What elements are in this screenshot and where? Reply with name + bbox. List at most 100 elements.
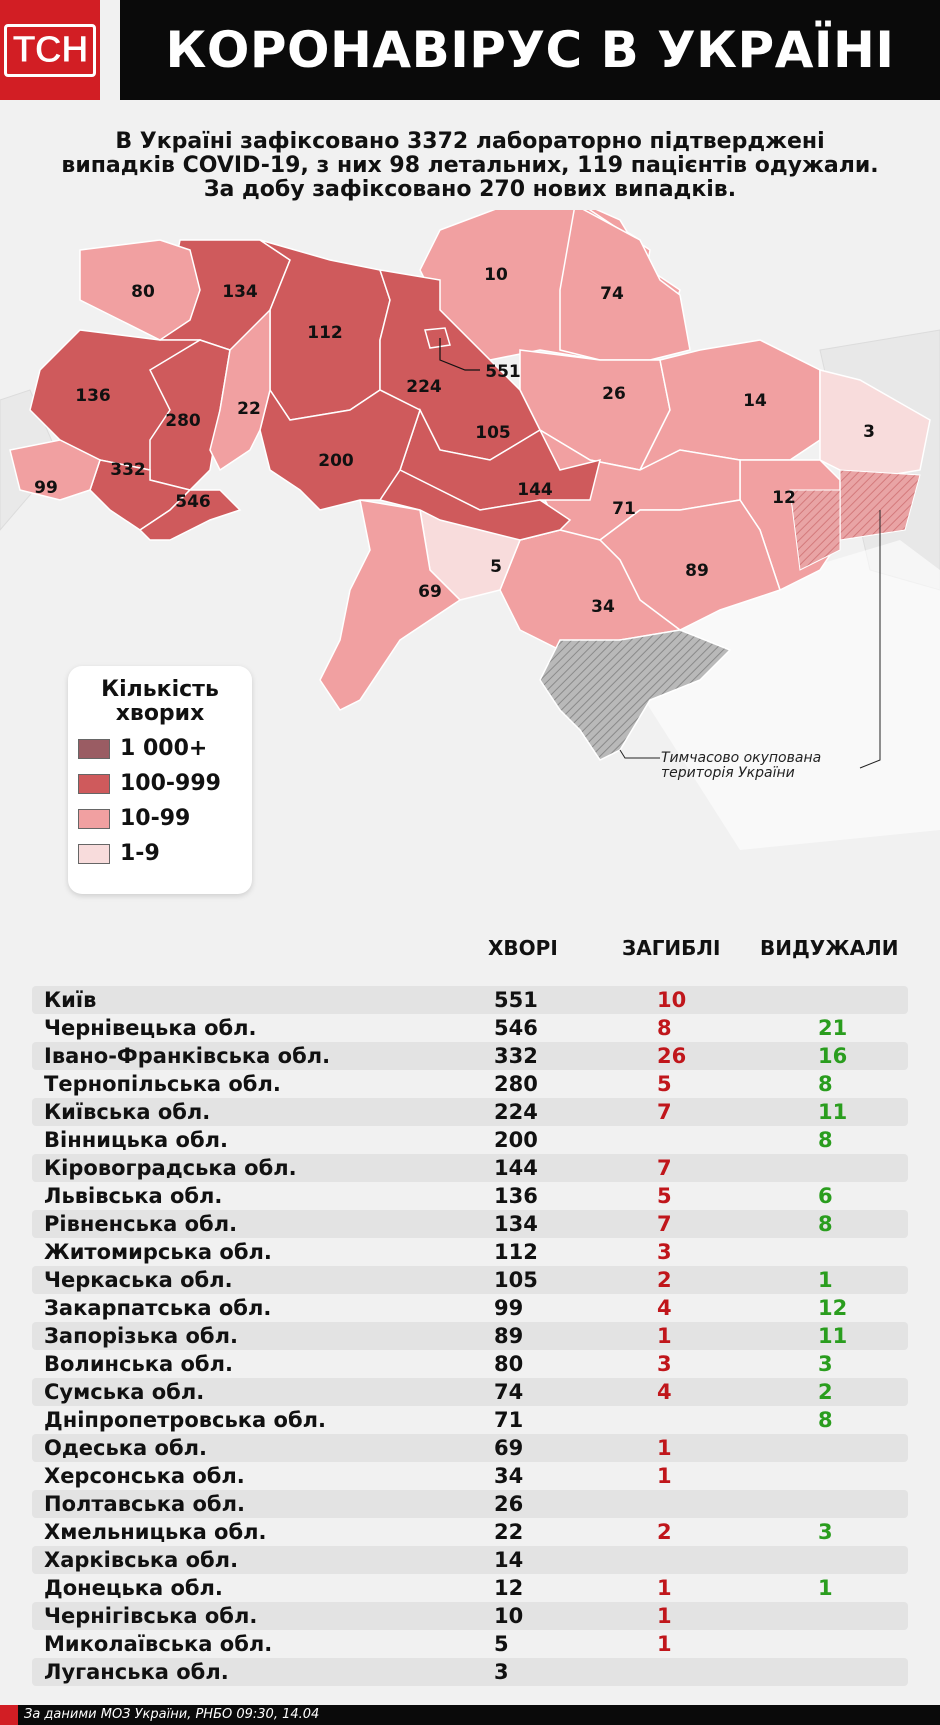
table-row: Луганська обл. 3 bbox=[32, 1658, 908, 1686]
recovered-count: 8 bbox=[818, 1408, 833, 1432]
summary-line-2: випадків COVID-19, з них 98 летальних, 1… bbox=[61, 153, 879, 178]
table-row: Закарпатська обл. 99 4 12 bbox=[32, 1294, 908, 1322]
recovered-count: 16 bbox=[818, 1044, 848, 1068]
legend-swatch bbox=[78, 773, 110, 794]
map-svg: 80 134 112 10 74 551 136 280 22 224 26 1… bbox=[0, 199, 940, 850]
dead-count: 26 bbox=[657, 1044, 687, 1068]
dead-count: 7 bbox=[657, 1212, 672, 1236]
region-name: Кіровоградська обл. bbox=[44, 1156, 297, 1180]
region-name: Івано-Франківська обл. bbox=[44, 1044, 331, 1068]
table-row: Миколаївська обл. 5 1 bbox=[32, 1630, 908, 1658]
sick-count: 71 bbox=[494, 1408, 524, 1432]
table-row: Запорізька обл. 89 1 11 bbox=[32, 1322, 908, 1350]
region-name: Одеська обл. bbox=[44, 1436, 207, 1460]
region-kyiv-city bbox=[424, 327, 451, 349]
dead-count: 3 bbox=[657, 1240, 672, 1264]
table-row: Чернівецька обл. 546 8 21 bbox=[32, 1014, 908, 1042]
dead-count: 1 bbox=[657, 1436, 672, 1460]
recovered-count: 11 bbox=[818, 1100, 848, 1124]
map-label-khmelnytskyi: 22 bbox=[237, 399, 261, 419]
map-label-lviv: 136 bbox=[75, 386, 111, 406]
dead-count: 1 bbox=[657, 1604, 672, 1628]
logo-frame: ТСН bbox=[4, 23, 96, 77]
map-label-kherson: 34 bbox=[591, 597, 615, 617]
map-label-zaporizhzhia: 89 bbox=[685, 561, 709, 581]
map-label-kyiv-city: 551 bbox=[485, 362, 521, 382]
legend-label: 10-99 bbox=[120, 806, 191, 831]
occupied-label-line-2: територія України bbox=[661, 765, 795, 781]
legend-item: 100-999 bbox=[78, 771, 252, 796]
map-label-mykolaiv: 5 bbox=[490, 557, 502, 577]
legend-item: 1 000+ bbox=[78, 736, 252, 761]
region-name: Харківська обл. bbox=[44, 1548, 239, 1572]
map-label-zakarpattia: 99 bbox=[34, 478, 58, 498]
footer: За даними МОЗ України, РНБО 09:30, 14.04 bbox=[0, 1705, 940, 1725]
table-row: Львівська обл. 136 5 6 bbox=[32, 1182, 908, 1210]
table-row: Полтавська обл. 26 bbox=[32, 1490, 908, 1518]
map-label-kyiv-oblast: 224 bbox=[406, 377, 442, 397]
recovered-count: 2 bbox=[818, 1380, 833, 1404]
map-label-rivne: 134 bbox=[222, 282, 258, 302]
dead-count: 10 bbox=[657, 988, 687, 1012]
occupied-donetsk-area bbox=[789, 489, 841, 571]
map-label-chernihiv: 10 bbox=[484, 265, 508, 285]
map-label-luhansk: 3 bbox=[863, 422, 875, 442]
region-name: Волинська обл. bbox=[44, 1352, 233, 1376]
region-sumy bbox=[559, 203, 691, 361]
header: ТСН КОРОНАВІРУС В УКРАЇНІ bbox=[0, 0, 940, 100]
table-row: Черкаська обл. 105 2 1 bbox=[32, 1266, 908, 1294]
map-label-cherkasy: 105 bbox=[475, 423, 511, 443]
map-label-vinnytsia: 200 bbox=[318, 451, 354, 471]
recovered-count: 8 bbox=[818, 1128, 833, 1152]
column-header-recovered: ВИДУЖАЛИ bbox=[760, 936, 899, 960]
legend-item: 1-9 bbox=[78, 841, 252, 866]
legend-swatch bbox=[78, 843, 110, 864]
kyiv-callout-line bbox=[439, 338, 480, 371]
sick-count: 551 bbox=[494, 988, 538, 1012]
dead-count: 5 bbox=[657, 1072, 672, 1096]
recovered-count: 3 bbox=[818, 1352, 833, 1376]
footer-accent bbox=[0, 1705, 18, 1725]
dead-count: 2 bbox=[657, 1268, 672, 1292]
region-name: Луганська обл. bbox=[44, 1660, 229, 1684]
sick-count: 105 bbox=[494, 1268, 538, 1292]
sick-count: 26 bbox=[494, 1492, 524, 1516]
dead-count: 1 bbox=[657, 1324, 672, 1348]
sick-count: 144 bbox=[494, 1156, 538, 1180]
recovered-count: 21 bbox=[818, 1016, 848, 1040]
region-name: Тернопільська обл. bbox=[44, 1072, 281, 1096]
legend-label: 1-9 bbox=[120, 841, 160, 866]
sick-count: 74 bbox=[494, 1380, 524, 1404]
region-name: Миколаївська обл. bbox=[44, 1632, 273, 1656]
legend-title-line-1: Кількість bbox=[101, 677, 219, 702]
legend-label: 100-999 bbox=[120, 771, 221, 796]
region-zakarpattia bbox=[9, 439, 101, 501]
region-table: Київ 551 10 Чернівецька обл. 546 8 21 Івано-Фра… bbox=[32, 986, 908, 1686]
sick-count: 546 bbox=[494, 1016, 538, 1040]
column-header-dead: ЗАГИБЛІ bbox=[622, 936, 721, 960]
legend-title-line-2: хворих bbox=[115, 701, 205, 726]
table-row: Івано-Франківська обл. 332 26 16 bbox=[32, 1042, 908, 1070]
sick-count: 134 bbox=[494, 1212, 538, 1236]
logo-text: ТСН bbox=[12, 28, 89, 71]
dead-count: 8 bbox=[657, 1016, 672, 1040]
sick-count: 12 bbox=[494, 1576, 524, 1600]
region-chernivtsi bbox=[138, 489, 242, 541]
sick-count: 14 bbox=[494, 1548, 524, 1572]
table-row: Тернопільська обл. 280 5 8 bbox=[32, 1070, 908, 1098]
sick-count: 99 bbox=[494, 1296, 524, 1320]
map-label-ivano-frankivsk: 332 bbox=[110, 460, 146, 480]
region-name: Черкаська обл. bbox=[44, 1268, 233, 1292]
recovered-count: 1 bbox=[818, 1576, 833, 1600]
map-label-odesa: 69 bbox=[418, 582, 442, 602]
dead-count: 7 bbox=[657, 1100, 672, 1124]
recovered-count: 12 bbox=[818, 1296, 848, 1320]
map-label-volyn: 80 bbox=[131, 282, 155, 302]
column-header-sick: ХВОРІ bbox=[488, 936, 558, 960]
sick-count: 10 bbox=[494, 1604, 524, 1628]
sick-count: 69 bbox=[494, 1436, 524, 1460]
map-label-kirovohrad: 144 bbox=[517, 480, 553, 500]
region-name: Донецька обл. bbox=[44, 1576, 223, 1600]
crimea-callout-line bbox=[619, 749, 660, 759]
map-legend: Кількість хворих 1 000+ 100-999 10-99 1-… bbox=[68, 666, 252, 894]
